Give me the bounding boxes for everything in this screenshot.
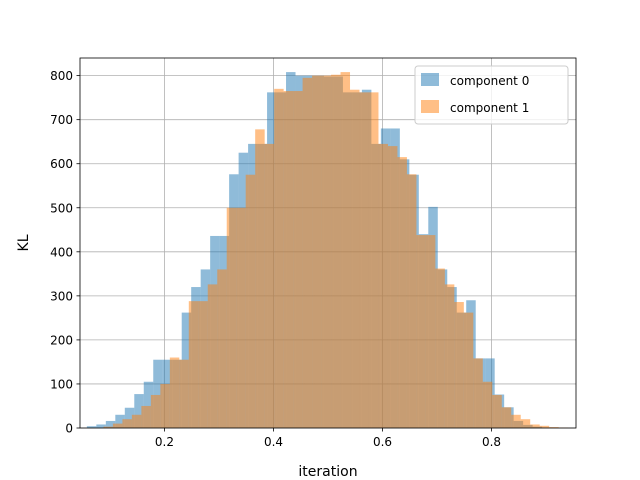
y-tick-label: 200 — [50, 333, 73, 347]
histogram-bar — [150, 394, 161, 428]
histogram-bar — [153, 359, 163, 428]
legend-label-component-1: component 1 — [450, 101, 529, 115]
histogram-bar — [141, 405, 151, 428]
histogram-bar — [179, 359, 189, 428]
series-component-1 — [103, 72, 569, 429]
y-axis-label: KL — [16, 234, 32, 251]
histogram-bar — [321, 75, 332, 428]
histogram-bar — [207, 284, 218, 428]
histogram-bar — [283, 91, 294, 429]
histogram-bar — [368, 92, 379, 428]
histogram-bars — [86, 72, 569, 429]
histogram-bar — [86, 426, 97, 428]
histogram-bar — [454, 302, 464, 428]
histogram-bar — [539, 425, 550, 428]
histogram-bar — [511, 414, 521, 428]
y-tick-label: 500 — [50, 201, 73, 215]
y-tick-label: 700 — [50, 113, 73, 127]
y-tick-label: 100 — [50, 377, 73, 391]
y-tick-label: 800 — [50, 69, 73, 83]
histogram-bar — [331, 74, 341, 428]
histogram-bar — [160, 383, 170, 428]
histogram-bar — [115, 414, 125, 428]
histogram-bar — [359, 92, 369, 428]
histogram-bar — [96, 424, 106, 428]
histogram-bar — [435, 268, 445, 428]
histogram-bar — [217, 269, 227, 428]
histogram-bar — [425, 235, 436, 428]
histogram-bar — [492, 394, 502, 428]
histogram-bar — [103, 426, 113, 428]
x-tick-label: 0.6 — [373, 435, 392, 449]
histogram-bar — [378, 143, 388, 428]
histogram-bar — [416, 235, 426, 428]
y-tick-label: 0 — [65, 422, 73, 436]
y-tick-label: 400 — [50, 245, 73, 259]
histogram-bar — [143, 381, 154, 428]
histogram-bar — [530, 424, 540, 428]
histogram-bar — [274, 88, 284, 428]
histogram-bar — [245, 174, 256, 428]
histogram-bar — [501, 407, 512, 428]
histogram-bar — [406, 174, 417, 428]
histogram-bar — [255, 129, 265, 428]
histogram-bar — [236, 207, 246, 428]
legend: component 0 component 1 — [414, 65, 569, 125]
histogram-bar — [264, 143, 275, 428]
histogram-bar — [131, 414, 142, 428]
y-tick-label: 300 — [50, 289, 73, 303]
x-axis-label: iteration — [298, 464, 357, 480]
histogram-bar — [122, 419, 132, 428]
legend-swatch-component-0 — [421, 73, 439, 86]
histogram-bar — [350, 89, 360, 428]
histogram-bar — [549, 427, 559, 428]
histogram-bar — [293, 91, 303, 429]
histogram-bar — [112, 423, 123, 428]
histogram-bar — [226, 207, 237, 428]
legend-swatch-component-1 — [421, 100, 439, 113]
histogram-bar — [482, 381, 493, 428]
axis-ticks: 0.2 0.4 0.6 0.8 0 100 200 300 400 500 600 700 800 — [50, 69, 501, 449]
plot-frame — [79, 57, 577, 429]
histogram-bar — [198, 301, 208, 428]
x-tick-label: 0.8 — [482, 435, 501, 449]
histogram-bar — [302, 77, 313, 429]
y-tick-label: 600 — [50, 157, 73, 171]
histogram-bar — [397, 157, 407, 428]
histogram-bar — [105, 420, 116, 428]
histogram-bar — [387, 146, 398, 428]
histogram-bar — [520, 419, 531, 428]
x-tick-label: 0.4 — [264, 435, 283, 449]
histogram-bar — [463, 312, 474, 428]
legend-box — [414, 65, 569, 125]
histogram-bar — [473, 358, 483, 428]
histogram-bar — [188, 301, 199, 428]
histogram-bar — [124, 407, 135, 428]
histogram-bar — [169, 357, 180, 428]
histogram-bar — [444, 284, 455, 428]
legend-label-component-0: component 0 — [450, 74, 529, 88]
histogram-bar — [134, 394, 144, 428]
histogram-bar — [340, 72, 351, 428]
x-tick-label: 0.2 — [155, 435, 174, 449]
histogram-bar — [312, 75, 322, 428]
